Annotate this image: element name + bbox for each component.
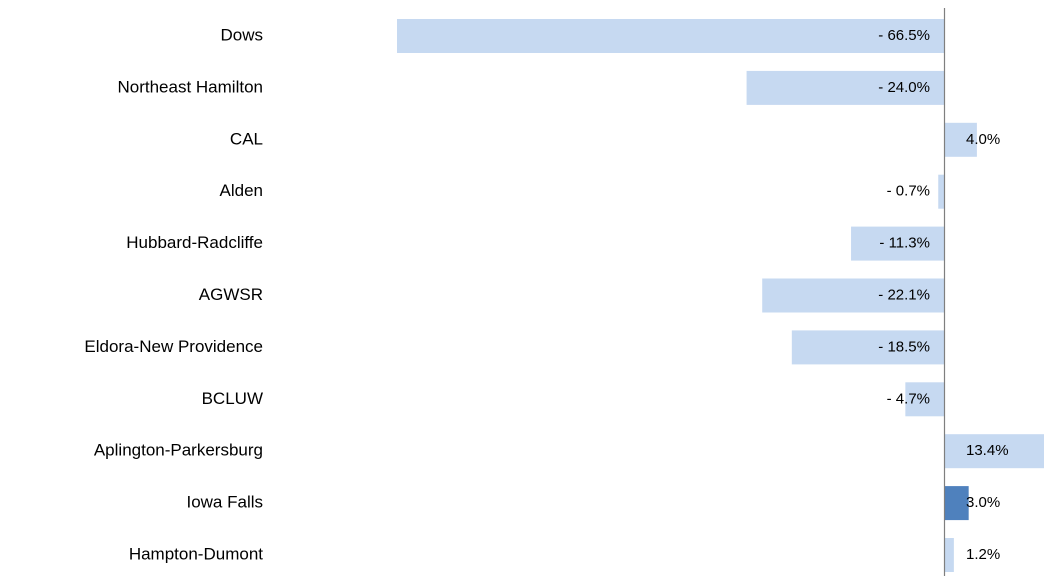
value-label: - 18.5% — [878, 338, 930, 355]
category-label: BCLUW — [202, 389, 263, 408]
value-label: 4.0% — [966, 131, 1000, 148]
category-label: Dows — [220, 25, 263, 44]
category-label: Iowa Falls — [186, 493, 263, 512]
bar — [397, 19, 944, 53]
category-label: AGWSR — [199, 285, 263, 304]
category-label: CAL — [230, 129, 263, 148]
bar — [791, 330, 944, 365]
value-label: 1.2% — [966, 546, 1000, 563]
bar — [938, 174, 944, 209]
value-label: - 22.1% — [878, 286, 930, 303]
category-label: Aplington-Parkersburg — [94, 441, 263, 460]
value-label: - 4.7% — [887, 390, 930, 407]
bar — [944, 538, 954, 572]
value-label: - 0.7% — [887, 183, 930, 200]
bar — [851, 226, 944, 261]
value-label: - 24.0% — [878, 79, 930, 96]
value-label: 3.0% — [966, 494, 1000, 511]
bars — [397, 19, 1044, 572]
bar — [944, 122, 977, 157]
bar — [746, 70, 944, 105]
bar — [905, 382, 944, 417]
category-label: Eldora-New Providence — [84, 337, 263, 356]
bar — [762, 278, 944, 313]
category-label: Northeast Hamilton — [117, 77, 263, 96]
bar — [944, 486, 969, 521]
value-label: 13.4% — [966, 442, 1009, 459]
category-label: Hubbard-Radcliffe — [126, 233, 263, 252]
category-label: Alden — [220, 181, 263, 200]
bar — [944, 434, 1044, 469]
value-label: - 11.3% — [879, 235, 930, 252]
category-label: Hampton-Dumont — [129, 544, 263, 563]
value-label: - 66.5% — [878, 27, 930, 44]
